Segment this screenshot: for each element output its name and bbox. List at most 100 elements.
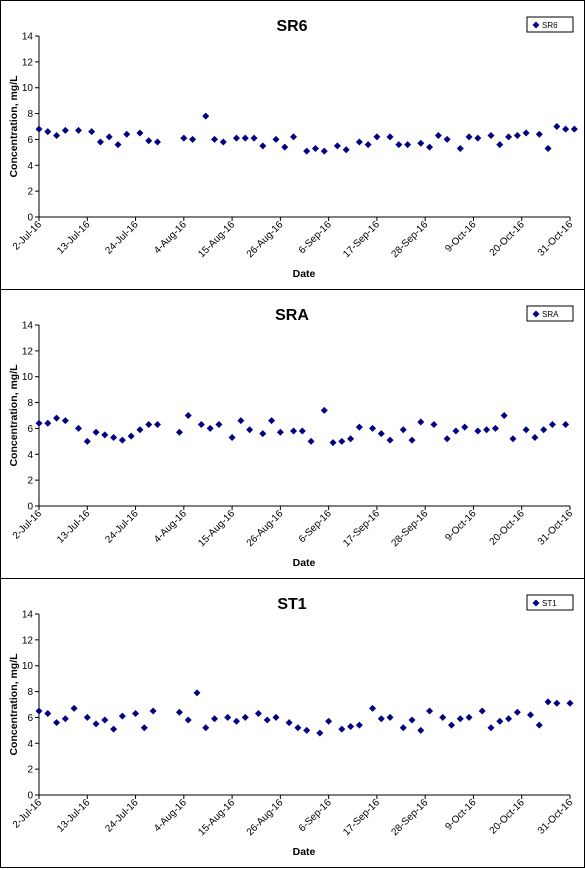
- data-point: [276, 428, 284, 436]
- data-point: [443, 135, 451, 143]
- y-tick-label: 10: [22, 83, 34, 94]
- data-point: [175, 708, 183, 716]
- data-point: [110, 725, 118, 733]
- chart-panel-st1: ST1 0 2 4 6 8 10 12 14 2-Jul-16 13-Jul-16 24-Jul-16…: [0, 578, 585, 868]
- data-point: [290, 427, 298, 435]
- data-point: [535, 130, 543, 138]
- data-point: [74, 126, 82, 134]
- chart-sr6: SR6 0 2 4 6 8 10 12 14 2-Jul-16 13-Jul-16 24-Jul-16…: [8, 16, 578, 280]
- x-tick-label: 4-Aug-16: [152, 797, 189, 834]
- data-point: [333, 142, 341, 150]
- data-point: [487, 724, 495, 732]
- data-point: [118, 436, 126, 444]
- data-point: [197, 421, 205, 429]
- y-tick-label: 0: [27, 791, 33, 802]
- y-tick-label: 8: [27, 687, 33, 698]
- data-point: [83, 713, 91, 721]
- data-point: [535, 721, 543, 729]
- data-point: [211, 715, 219, 723]
- data-point: [404, 141, 412, 149]
- data-point: [114, 141, 122, 149]
- data-point: [417, 418, 425, 426]
- data-point: [465, 133, 473, 141]
- data-point: [434, 132, 442, 140]
- data-point: [61, 417, 69, 425]
- data-point: [219, 138, 227, 146]
- data-point: [184, 716, 192, 724]
- data-point: [110, 433, 118, 441]
- x-tick-label: 9-Oct-16: [443, 508, 479, 544]
- data-point: [149, 707, 157, 715]
- data-point: [254, 710, 262, 718]
- x-tick-label: 24-Jul-16: [103, 219, 141, 257]
- x-axis-label: Date: [293, 557, 316, 569]
- data-point: [246, 426, 254, 434]
- x-tick-label: 13-Jul-16: [55, 508, 93, 546]
- data-point: [298, 427, 306, 435]
- data-point: [189, 135, 197, 143]
- y-tick-label: 8: [27, 398, 33, 409]
- legend: SR6: [526, 16, 574, 33]
- data-point: [386, 436, 394, 444]
- data-point: [474, 427, 482, 435]
- data-point: [175, 428, 183, 436]
- x-tick-label: 26-Aug-16: [245, 219, 286, 260]
- y-tick-label: 12: [22, 635, 34, 646]
- data-point: [53, 414, 61, 422]
- data-point: [478, 707, 486, 715]
- data-point: [500, 412, 508, 419]
- data-point: [145, 421, 153, 429]
- legend-marker: [532, 599, 540, 607]
- data-point: [570, 125, 578, 133]
- y-tick-label: 14: [22, 321, 34, 332]
- x-tick-label: 9-Oct-16: [443, 219, 479, 255]
- x-tick-label: 17-Sep-16: [341, 797, 382, 838]
- x-tick-label: 6-Sep-16: [297, 797, 334, 834]
- data-point: [228, 433, 236, 441]
- data-point: [491, 424, 499, 432]
- x-axis-label: Date: [293, 268, 316, 280]
- data-point: [232, 134, 240, 142]
- data-point: [364, 141, 372, 149]
- data-point: [193, 689, 201, 697]
- legend: SRA: [526, 305, 574, 322]
- chart-title: ST1: [277, 596, 306, 613]
- data-point: [474, 134, 482, 142]
- y-tick-label: 6: [27, 424, 33, 435]
- data-point: [325, 717, 333, 725]
- data-point: [369, 704, 377, 712]
- data-point: [259, 430, 267, 438]
- y-tick-label: 4: [27, 739, 33, 750]
- data-point: [250, 134, 258, 142]
- y-axis-label: Concentration, mg/L: [8, 75, 20, 178]
- x-tick-label: 4-Aug-16: [152, 219, 189, 256]
- data-point: [562, 421, 570, 429]
- data-point: [311, 144, 319, 152]
- data-point: [96, 138, 104, 146]
- data-point: [35, 707, 43, 715]
- data-point: [241, 134, 249, 142]
- data-point: [153, 421, 161, 429]
- x-tick-label: 24-Jul-16: [103, 508, 141, 546]
- data-point: [268, 417, 276, 425]
- data-point: [544, 698, 552, 706]
- data-point: [399, 426, 407, 434]
- data-point: [338, 437, 346, 445]
- y-axis-label: Concentration, mg/L: [8, 653, 20, 756]
- x-tick-label: 6-Sep-16: [297, 508, 334, 545]
- data-point: [355, 138, 363, 146]
- data-point: [92, 428, 100, 436]
- legend-box: [526, 16, 574, 33]
- x-tick-label: 28-Sep-16: [390, 508, 431, 549]
- data-point: [101, 431, 109, 439]
- y-tick-label: 2: [27, 765, 33, 776]
- data-point: [307, 437, 315, 445]
- x-tick-label: 26-Aug-16: [245, 797, 286, 838]
- data-point: [461, 423, 469, 431]
- data-point: [132, 710, 140, 718]
- data-point: [232, 717, 240, 725]
- data-point: [540, 426, 548, 434]
- data-point: [44, 419, 52, 427]
- x-tick-label: 28-Sep-16: [390, 797, 431, 838]
